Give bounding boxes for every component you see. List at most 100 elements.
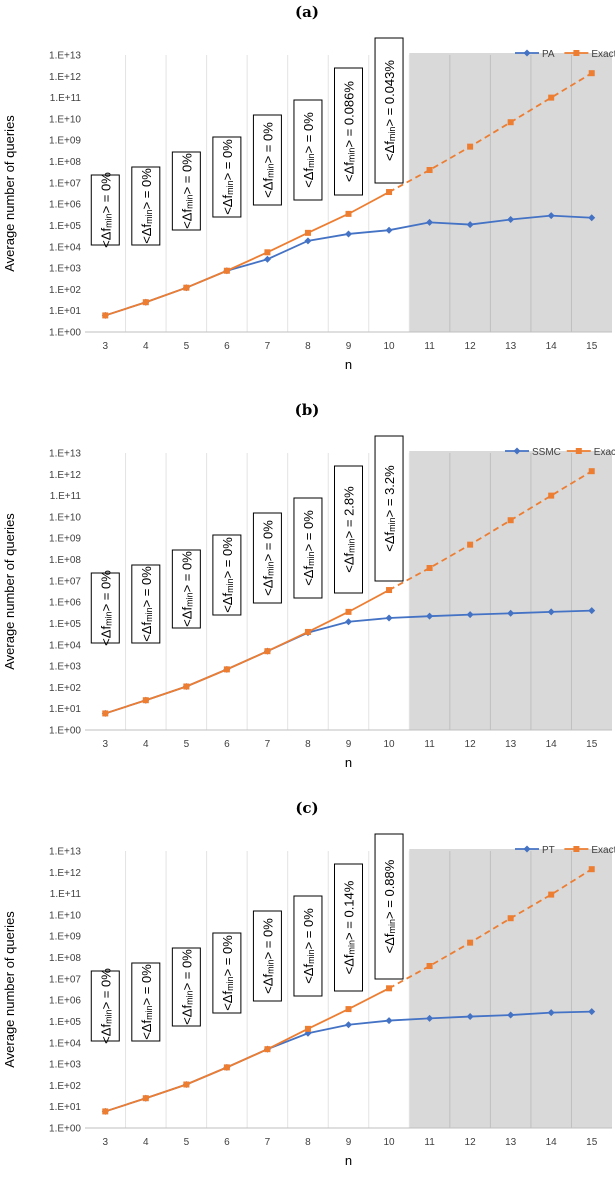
legend-marker xyxy=(523,49,531,57)
delta-f-annotation: <Δfmin> = 3.2% xyxy=(374,435,404,582)
delta-f-annotation: <Δfmin> = 0.086% xyxy=(334,67,363,196)
annotation-suffix: > = 0.88% xyxy=(382,859,397,919)
annotation-text: <Δfmin> = 0% xyxy=(138,168,154,244)
data-point xyxy=(223,1064,230,1071)
data-point xyxy=(142,299,149,306)
annotation-prefix: <Δf xyxy=(260,974,275,994)
y-tick-label: 1.E+03 xyxy=(49,264,81,275)
y-tick-label: 1.E+10 xyxy=(49,114,81,125)
legend-label: Exact xyxy=(591,845,615,856)
x-axis-title: n xyxy=(345,1153,352,1168)
data-point xyxy=(345,1006,352,1013)
annotation-suffix: > = 0% xyxy=(179,949,194,991)
data-point xyxy=(507,609,515,617)
delta-f-annotation: <Δfmin> = 0% xyxy=(171,549,201,629)
y-tick-label: 1.E+07 xyxy=(49,178,81,189)
legend-label: PT xyxy=(542,845,555,856)
annotation-subscript: min xyxy=(103,1009,113,1024)
x-axis-title: n xyxy=(345,357,352,372)
x-tick-label: 11 xyxy=(424,739,435,750)
panel-label: (a) xyxy=(295,3,319,21)
data-point xyxy=(588,70,595,77)
delta-f-annotation: <Δfmin> = 0% xyxy=(90,570,120,646)
annotation-subscript: min xyxy=(306,551,316,566)
annotation-prefix: <Δf xyxy=(219,195,234,215)
annotation-box xyxy=(212,136,242,218)
data-point xyxy=(386,985,393,992)
delta-f-annotation: <Δfmin> = 0% xyxy=(90,172,120,248)
y-tick-label: 1.E+11 xyxy=(50,889,82,900)
y-tick-label: 1.E+09 xyxy=(49,932,81,943)
x-tick-label: 3 xyxy=(102,341,108,352)
y-tick-label: 1.E+11 xyxy=(50,491,82,502)
annotation-subscript: min xyxy=(306,949,316,964)
annotation-text: <Δfmin> = 0% xyxy=(98,570,114,646)
x-tick-label: 6 xyxy=(224,739,230,750)
annotation-suffix: > = 0% xyxy=(98,968,113,1010)
data-point xyxy=(588,866,595,873)
annotation-text: <Δfmin> = 0% xyxy=(260,122,276,198)
delta-f-annotation: <Δfmin> = 0.88% xyxy=(374,833,404,980)
data-point xyxy=(345,230,352,238)
chart-panel-3: (c) 1.E+00 1.E+01 1.E+02 1.E+03 1.E+04 1.E+05 1… xyxy=(2,799,615,1168)
y-axis-title: Average number of queries xyxy=(2,513,17,670)
data-point xyxy=(345,618,352,626)
data-point xyxy=(426,167,433,174)
annotation-text: <Δfmin> = 0% xyxy=(219,139,235,215)
annotation-suffix: > = 0% xyxy=(260,918,275,960)
annotation-text: <Δfmin> = 0% xyxy=(260,520,276,596)
x-tick-label: 5 xyxy=(184,1137,190,1148)
series-line-extrapolated xyxy=(388,72,593,193)
annotation-box xyxy=(252,910,282,1002)
annotation-text: <Δfmin> = 3.2% xyxy=(382,465,398,552)
annotation-subscript: min xyxy=(184,990,194,1005)
x-tick-label: 12 xyxy=(465,1137,477,1148)
annotation-subscript: min xyxy=(225,180,235,195)
y-tick-label: 1.E+05 xyxy=(49,619,81,630)
annotation-subscript: min xyxy=(103,213,113,228)
annotation-prefix: <Δf xyxy=(341,954,356,974)
data-point xyxy=(507,119,514,126)
data-point xyxy=(547,1009,555,1017)
data-point xyxy=(304,229,311,236)
x-tick-label: 13 xyxy=(505,739,517,750)
y-tick-label: 1.E+10 xyxy=(49,512,81,523)
series-line-extrapolated xyxy=(388,868,593,990)
annotation-subscript: min xyxy=(225,578,235,593)
annotation-box xyxy=(252,114,282,206)
annotation-text: <Δfmin> = 0% xyxy=(179,153,195,229)
data-point xyxy=(548,492,555,499)
annotation-suffix: > = 0% xyxy=(260,122,275,164)
annotation-box xyxy=(171,947,201,1027)
y-tick-label: 1.E+06 xyxy=(49,200,81,211)
data-point xyxy=(142,697,149,704)
x-tick-label: 14 xyxy=(546,739,558,750)
delta-f-annotation: <Δfmin> = 0% xyxy=(293,895,323,997)
annotation-suffix: > = 0% xyxy=(219,537,234,579)
x-tick-label: 15 xyxy=(586,739,598,750)
data-point xyxy=(426,218,434,226)
data-point xyxy=(466,1013,474,1021)
annotation-text: <Δfmin> = 0.88% xyxy=(382,859,398,953)
x-axis-title: n xyxy=(345,755,352,770)
annotation-suffix: > = 0.086% xyxy=(341,81,356,148)
series-line xyxy=(104,191,390,317)
annotation-text: <Δfmin> = 0.043% xyxy=(382,60,398,161)
y-tick-label: 1.E+12 xyxy=(49,72,81,83)
y-tick-label: 1.E+13 xyxy=(49,449,81,460)
delta-f-annotation: <Δfmin> = 0.043% xyxy=(374,37,404,184)
annotation-subscript: min xyxy=(265,561,275,576)
annotation-box xyxy=(171,549,201,629)
x-tick-label: 3 xyxy=(102,739,108,750)
y-tick-label: 1.E+09 xyxy=(49,136,81,147)
panel-label: (b) xyxy=(295,401,320,419)
annotation-text: <Δfmin> = 0% xyxy=(179,949,195,1025)
annotation-prefix: <Δf xyxy=(341,552,356,572)
data-point xyxy=(386,587,393,594)
y-tick-label: 1.E+04 xyxy=(49,242,81,253)
annotation-text: <Δfmin> = 0% xyxy=(98,968,114,1044)
x-tick-label: 3 xyxy=(102,1137,108,1148)
data-point xyxy=(385,1017,393,1025)
annotation-subscript: min xyxy=(265,959,275,974)
